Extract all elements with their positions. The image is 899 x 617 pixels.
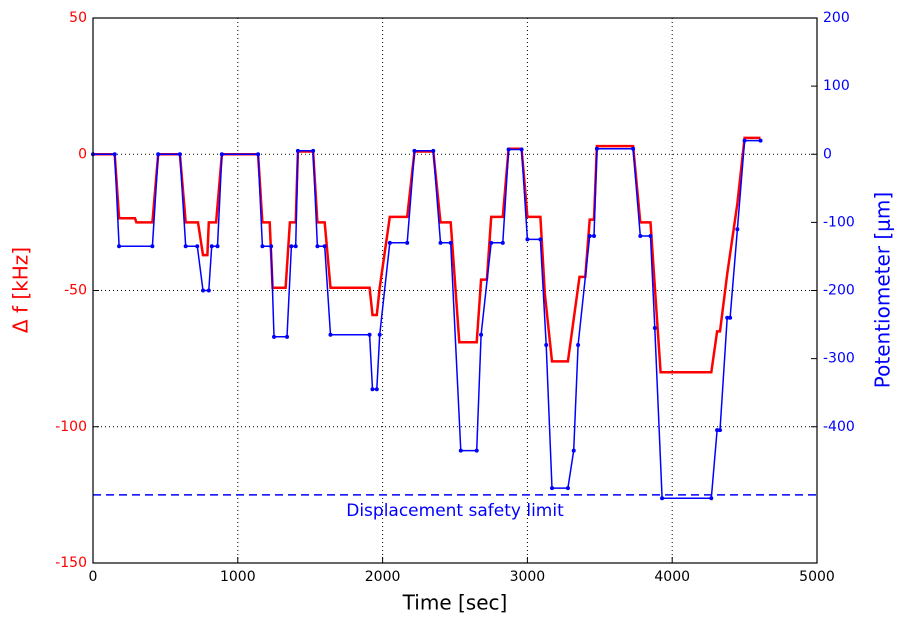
series-point [592,234,597,238]
series-point [660,496,665,501]
series-point [458,448,463,453]
x-axis-label: Time [sec] [402,591,508,615]
series-point [328,332,333,337]
series-point [285,334,290,339]
series-point [209,244,214,249]
y2-tick-label: 0 [823,146,832,162]
series-point [652,325,657,330]
y-tick-label: -50 [64,283,87,299]
series-point [367,332,372,337]
series-point [293,244,298,249]
series-point [638,234,643,238]
series-point [256,152,261,157]
series-point [260,244,265,249]
x-tick-label: 1000 [220,569,256,585]
series-point [215,244,220,249]
series-point [735,227,740,232]
y-tick-label: -100 [55,419,87,435]
series-line [93,136,761,374]
series-point [370,387,375,392]
series-point [112,152,117,157]
series-point [587,234,592,238]
y-tick-label: 0 [78,146,87,162]
series-point [177,152,182,157]
series-point [219,152,224,157]
y2-tick-label: -300 [823,351,855,367]
series-point [479,332,484,337]
series-point [150,244,155,249]
series-point [377,332,382,337]
series-point [758,138,763,143]
series-point [289,244,294,249]
series-point [374,387,379,392]
series-point [206,288,211,293]
series-point [538,237,543,242]
series-point [201,288,206,293]
series-point [295,148,300,153]
safety-limit-label: Displacement safety limit [346,501,564,521]
x-tick-label: 5000 [799,569,835,585]
series-point [489,240,494,245]
y-tick-label: -150 [55,555,87,571]
x-tick-label: 2000 [365,569,401,585]
series-point [412,148,417,153]
series-point [717,428,722,433]
series-line [93,139,761,500]
y2-tick-label: -100 [823,214,855,230]
series-point [742,138,747,143]
x-tick-label: 4000 [654,569,690,585]
y-axis-label: Δ f [kHz] [9,247,33,333]
series-point [272,334,276,339]
series-point [519,147,524,152]
series-point [500,240,505,245]
series-point [550,486,555,491]
series-point [195,244,200,249]
series-point [565,486,570,491]
series-point [571,448,576,453]
series-point [315,244,320,249]
x-tick-label: 0 [89,569,98,585]
series-point [405,240,410,245]
series-point [322,244,327,249]
series-point [725,315,730,320]
series-point [431,148,436,153]
series-point [594,146,599,151]
series-point [311,148,316,153]
series-point [525,237,530,242]
series-point [648,234,653,238]
series-point [576,343,581,347]
series-point [156,152,161,157]
y2-tick-label: -400 [823,419,855,435]
series-point [631,146,636,151]
y2-tick-label: 200 [823,10,850,26]
x-tick-label: 3000 [510,569,546,585]
y2-tick-label: 100 [823,78,850,94]
series-point [387,240,392,245]
y-tick-label: 50 [69,10,87,26]
series-point [715,428,720,433]
series-point [117,244,122,249]
series-point [709,496,714,501]
y2-axis-label: Potentiometer [μm] [871,192,895,388]
y2-tick-label: -200 [823,283,855,299]
series-point [438,240,443,245]
series-point [448,240,453,245]
plot-frame [92,17,818,564]
series-point [183,244,188,249]
series-point [728,315,733,320]
series-point [474,448,479,453]
series-point [506,147,511,152]
series-point [544,343,549,347]
series-point [269,244,274,249]
